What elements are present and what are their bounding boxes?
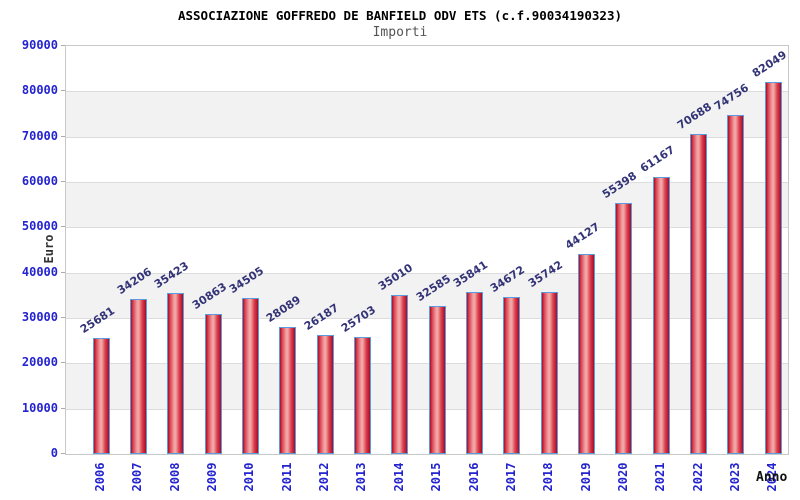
- x-tick-label: 2011: [279, 462, 294, 492]
- chart-title: ASSOCIAZIONE GOFFREDO DE BANFIELD ODV ET…: [177, 8, 622, 23]
- y-tick-mark: [61, 317, 65, 318]
- y-axis-title: Euro: [42, 234, 56, 264]
- y-tick-label: 10000: [21, 400, 58, 415]
- y-tick-label: 70000: [21, 128, 58, 143]
- y-tick-mark: [61, 271, 65, 273]
- bar-2016: [466, 291, 483, 454]
- x-tick-label: 2014: [391, 462, 406, 492]
- bar-2011: [279, 326, 297, 454]
- bar-2023: [727, 115, 745, 454]
- x-tick-label: 2023: [727, 462, 742, 492]
- bar-2020: [615, 202, 633, 454]
- gridline: [66, 272, 788, 274]
- x-tick-label: 2017: [503, 462, 518, 492]
- gridline: [66, 408, 788, 410]
- gridline: [66, 363, 788, 365]
- x-tick-label: 2006: [93, 462, 107, 492]
- chart-subtitle: Importi: [372, 25, 428, 40]
- y-tick-mark: [61, 135, 65, 137]
- bar-2013: [353, 337, 371, 454]
- bar-2007: [129, 298, 147, 454]
- y-tick-label: 80000: [21, 83, 58, 98]
- y-tick-label: 20000: [21, 355, 58, 370]
- plot-band: [66, 182, 788, 228]
- plot-area: 25681 34206 35423 30863 34505 28089 26187 25703…: [65, 45, 789, 455]
- x-tick-label: 2010: [242, 462, 257, 492]
- bar-2015: [428, 306, 446, 454]
- y-tick-mark: [61, 45, 65, 46]
- x-tick-label: 2020: [615, 462, 630, 492]
- bar-2022: [690, 133, 708, 454]
- y-tick-label: 90000: [21, 38, 58, 52]
- plot-band: [66, 46, 788, 92]
- gridline: [66, 182, 788, 183]
- x-tick-label: 2019: [578, 462, 593, 492]
- x-tick-label: 2015: [429, 462, 444, 492]
- y-tick-mark: [61, 226, 65, 228]
- y-tick-mark: [61, 362, 65, 364]
- x-tick-label: 2021: [653, 462, 668, 492]
- y-tick-mark: [61, 90, 65, 92]
- bar-2014: [391, 295, 409, 454]
- y-tick-label: 40000: [21, 264, 58, 279]
- bar-2010: [241, 297, 259, 454]
- y-tick-mark: [61, 181, 65, 182]
- x-tick-label: 2016: [466, 462, 481, 492]
- y-tick-label: 0: [50, 446, 58, 460]
- x-tick-label: 2007: [130, 462, 145, 492]
- gridline: [66, 318, 788, 319]
- x-tick-label: 2018: [541, 462, 556, 492]
- y-tick-label: 50000: [21, 219, 58, 234]
- y-tick-mark: [61, 453, 65, 454]
- plot-band: [66, 136, 788, 182]
- bar-2009: [204, 314, 222, 454]
- bar-2019: [578, 253, 596, 454]
- gridline: [66, 136, 788, 138]
- x-axis-title: Anno: [756, 470, 788, 485]
- y-tick-label: 60000: [21, 174, 58, 188]
- bar-2008: [167, 293, 185, 454]
- bar-2018: [540, 291, 558, 454]
- x-tick-label: 2012: [317, 462, 332, 492]
- gridline: [66, 91, 788, 93]
- x-tick-label: 2009: [205, 462, 220, 492]
- y-tick-label: 30000: [21, 310, 58, 324]
- bar-2012: [316, 335, 334, 454]
- bar-2017: [503, 296, 521, 454]
- x-tick-label: 2013: [354, 462, 369, 492]
- x-tick-label: 2008: [167, 462, 182, 492]
- bar-2006: [92, 337, 110, 454]
- bar-2024: [764, 82, 782, 454]
- plot-band: [66, 91, 788, 137]
- x-tick-label: 2022: [690, 462, 705, 492]
- y-tick-mark: [61, 407, 65, 409]
- bar-2021: [652, 176, 670, 454]
- gridline: [66, 227, 788, 229]
